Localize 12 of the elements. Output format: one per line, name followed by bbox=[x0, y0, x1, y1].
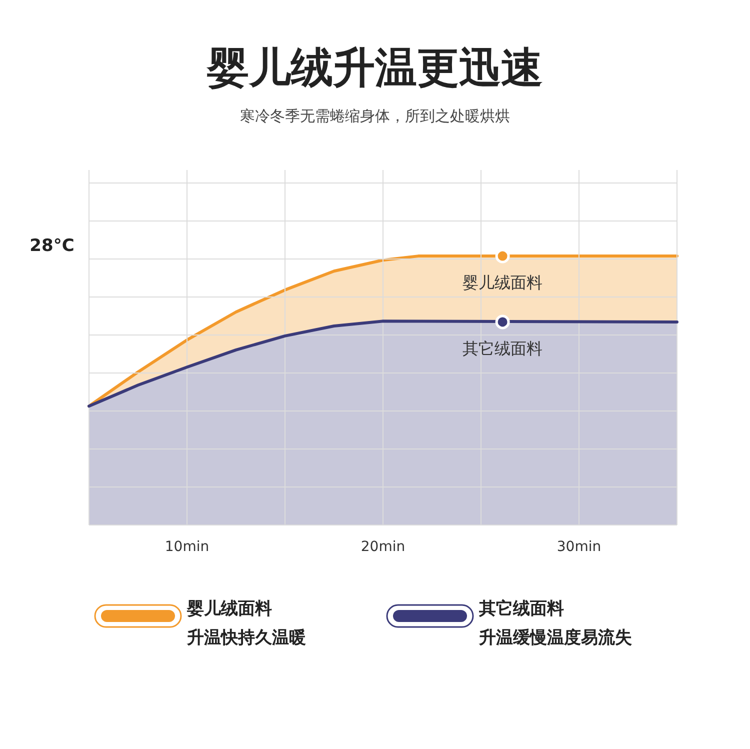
chart-title: 婴儿绒升温更迅速 bbox=[206, 43, 543, 92]
annotation: 婴儿绒面料 bbox=[462, 273, 543, 292]
x-tick-label: 20min bbox=[360, 539, 406, 555]
x-tick-label: 30min bbox=[556, 539, 602, 555]
chart-subtitle: 寒冷冬季无需蜷缩身体，所到之处暖烘烘 bbox=[240, 107, 510, 125]
legend-label: 婴儿绒面料 bbox=[186, 599, 272, 619]
legend-label: 其它绒面料 bbox=[478, 599, 564, 619]
text: 升温快持久温暖 bbox=[186, 628, 306, 648]
text: 升温缓慢温度易流失 bbox=[478, 628, 632, 648]
annotation: 其它绒面料 bbox=[462, 338, 543, 358]
x-tick-label: 10min bbox=[164, 539, 210, 555]
text: 28°C bbox=[30, 236, 74, 256]
